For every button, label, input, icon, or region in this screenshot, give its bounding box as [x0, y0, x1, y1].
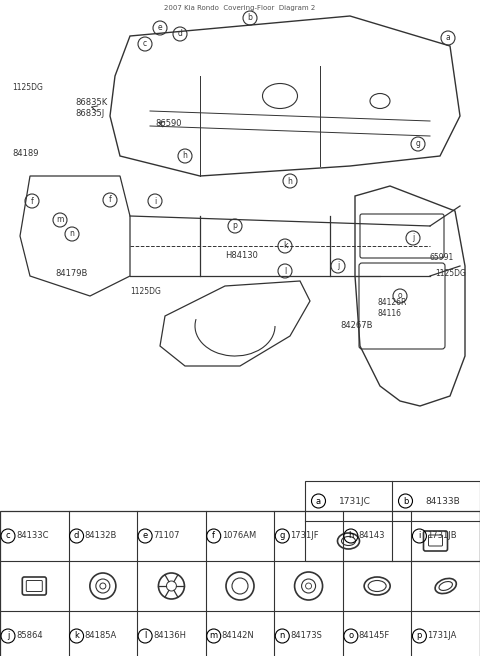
Text: k: k	[283, 241, 287, 251]
Text: d: d	[178, 30, 182, 39]
Text: j: j	[7, 632, 9, 640]
Text: 1731JC: 1731JC	[338, 497, 371, 506]
Text: k: k	[74, 632, 79, 640]
Text: f: f	[108, 195, 111, 205]
Text: 86835K
86835J: 86835K 86835J	[75, 98, 107, 117]
Text: a: a	[445, 33, 450, 43]
Text: h: h	[348, 531, 354, 541]
Text: c: c	[6, 531, 10, 541]
Bar	[305, 481, 480, 561]
Text: e: e	[158, 24, 162, 33]
Text: o: o	[398, 291, 402, 300]
Text: b: b	[248, 14, 252, 22]
Text: m: m	[56, 216, 64, 224]
Text: j: j	[412, 234, 414, 243]
Text: 84173S: 84173S	[290, 632, 322, 640]
Text: 1125DG: 1125DG	[435, 268, 466, 277]
Text: p: p	[233, 222, 238, 230]
Text: o: o	[348, 632, 353, 640]
Bar	[0, 511, 480, 656]
Text: n: n	[279, 632, 285, 640]
Text: 1731JB: 1731JB	[427, 531, 457, 541]
Text: 84179B: 84179B	[55, 270, 87, 279]
Text: 84185A: 84185A	[84, 632, 117, 640]
Text: 84136H: 84136H	[153, 632, 186, 640]
Text: 84143: 84143	[359, 531, 385, 541]
Text: l: l	[144, 632, 146, 640]
Text: f: f	[212, 531, 215, 541]
Text: i: i	[418, 531, 420, 541]
Text: b: b	[403, 497, 408, 506]
Text: 86590: 86590	[155, 119, 181, 129]
Text: 1731JA: 1731JA	[427, 632, 457, 640]
Text: l: l	[284, 266, 286, 276]
Text: p: p	[417, 632, 422, 640]
Text: g: g	[416, 140, 420, 148]
Text: 1731JF: 1731JF	[290, 531, 319, 541]
Text: H84130: H84130	[225, 251, 258, 260]
Text: 65991: 65991	[430, 253, 454, 262]
Text: 84126R
84116: 84126R 84116	[378, 298, 408, 318]
Text: j: j	[337, 262, 339, 270]
Text: h: h	[182, 152, 187, 161]
Text: 85864: 85864	[16, 632, 43, 640]
Text: f: f	[31, 197, 34, 205]
Text: 84189: 84189	[12, 150, 38, 159]
Text: 84133C: 84133C	[16, 531, 48, 541]
Text: e: e	[143, 531, 148, 541]
Text: a: a	[316, 497, 321, 506]
Text: m: m	[210, 632, 218, 640]
Text: h: h	[288, 176, 292, 186]
Text: 84133B: 84133B	[425, 497, 460, 506]
Text: 2007 Kia Rondo  Covering-Floor  Diagram 2: 2007 Kia Rondo Covering-Floor Diagram 2	[164, 5, 316, 11]
Text: 1125DG: 1125DG	[130, 287, 161, 295]
Text: i: i	[154, 197, 156, 205]
Text: 84132B: 84132B	[84, 531, 117, 541]
Text: 84142N: 84142N	[222, 632, 254, 640]
Text: n: n	[70, 230, 74, 239]
Text: g: g	[279, 531, 285, 541]
Text: 84145F: 84145F	[359, 632, 390, 640]
Text: 1076AM: 1076AM	[222, 531, 256, 541]
Text: d: d	[74, 531, 79, 541]
Text: 1125DG: 1125DG	[12, 83, 43, 92]
Text: 71107: 71107	[153, 531, 180, 541]
Text: 84267B: 84267B	[340, 321, 372, 331]
Text: c: c	[143, 39, 147, 49]
